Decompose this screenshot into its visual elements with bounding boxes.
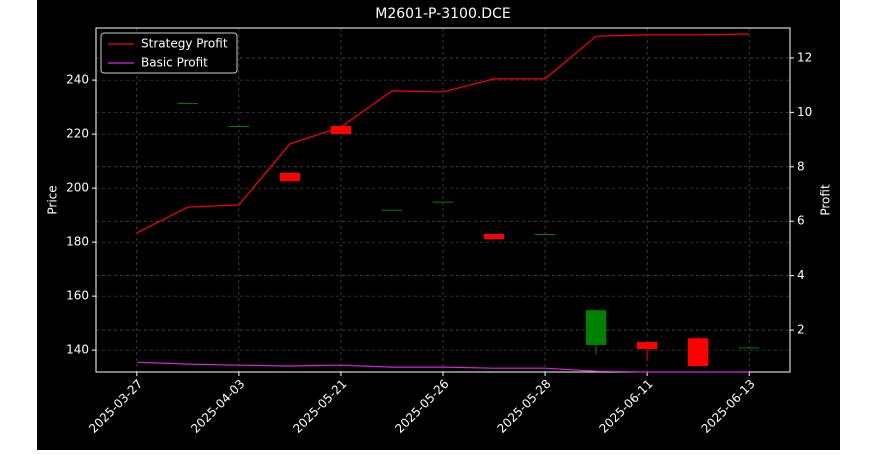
y-tick-label: 200 [66, 181, 89, 195]
y2-tick-label: 8 [797, 159, 805, 173]
legend-label: Basic Profit [141, 56, 208, 70]
candle-body [687, 338, 709, 367]
candle-body [330, 126, 352, 135]
candle-body [585, 310, 607, 345]
candle-body [636, 342, 658, 350]
y2-tick-label: 6 [797, 214, 805, 228]
y2-tick-label: 4 [797, 268, 805, 282]
y2-tick-label: 12 [797, 50, 812, 64]
y-tick-label: 180 [66, 235, 89, 249]
candle-body [228, 126, 250, 128]
y-tick-label: 240 [66, 73, 89, 87]
line [136, 361, 750, 373]
y-tick-label: 140 [66, 343, 89, 357]
plot-frame [95, 27, 791, 373]
legend-box [100, 32, 238, 74]
y-tick-label: 160 [66, 289, 89, 303]
y2-axis-label: Profit [819, 184, 833, 216]
y2-tick-label: 2 [797, 323, 805, 337]
y2-tick-label: 10 [797, 105, 812, 119]
candle-body [381, 209, 403, 211]
candle-body [738, 347, 760, 349]
line [136, 33, 750, 234]
candle-body [279, 172, 301, 182]
background [37, 0, 840, 450]
candle-body [534, 234, 556, 236]
candle-body [177, 103, 199, 105]
y-tick-label: 220 [66, 127, 89, 141]
candle-body [432, 201, 454, 203]
legend-label: Strategy Profit [141, 37, 228, 51]
candle-body [483, 234, 505, 240]
chart-title: M2601-P-3100.DCE [375, 6, 510, 22]
y-axis-label: Price [46, 185, 60, 214]
